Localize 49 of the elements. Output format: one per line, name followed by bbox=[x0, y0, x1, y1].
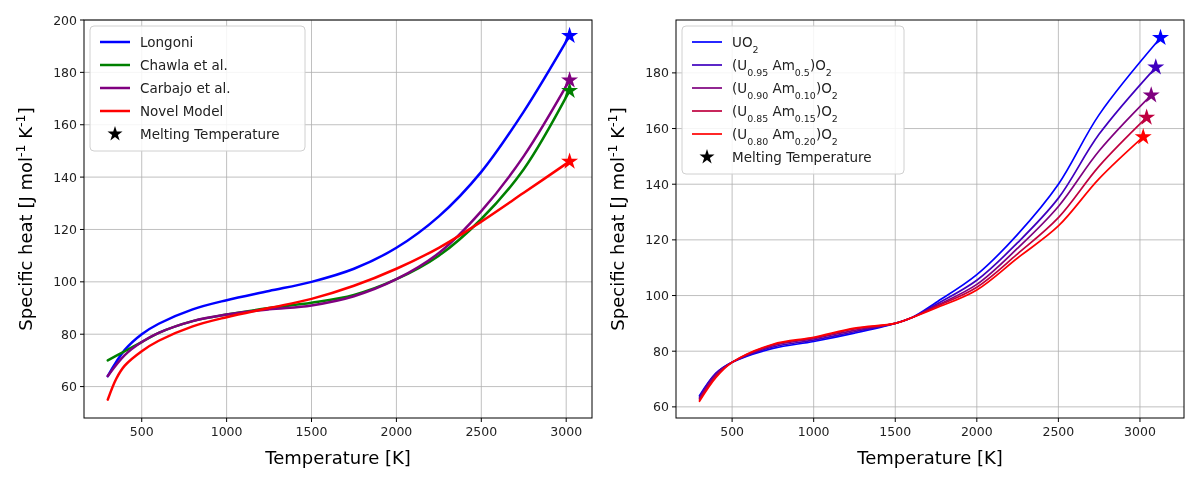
point bbox=[561, 71, 579, 88]
point bbox=[1138, 108, 1156, 125]
y-tick-label: 100 bbox=[645, 288, 670, 304]
point bbox=[561, 81, 579, 98]
legend-label: (U$_{0.85}$ Am$_{0.15}$)O$_{2}$ bbox=[732, 103, 838, 124]
x-tick-label: 500 bbox=[720, 424, 745, 439]
x-tick-label: 2500 bbox=[465, 424, 498, 439]
y-tick-label: 60 bbox=[653, 399, 670, 415]
x-tick-label: 1500 bbox=[295, 424, 328, 439]
annotation: Melting Temperature bbox=[140, 126, 280, 142]
point bbox=[561, 152, 579, 169]
annotation: Melting Temperature bbox=[732, 149, 872, 165]
y-tick-label: 160 bbox=[53, 117, 78, 133]
point bbox=[1147, 58, 1165, 75]
y-tick-label: 60 bbox=[61, 379, 78, 395]
y-tick-label: 180 bbox=[645, 65, 670, 81]
x-axis-title: Temperature [K] bbox=[264, 447, 411, 468]
legend-label: Novel Model bbox=[140, 103, 224, 119]
x-axis-title: Temperature [K] bbox=[856, 447, 1003, 468]
x-tick-label: 1000 bbox=[210, 424, 243, 439]
y-tick-label: 80 bbox=[653, 343, 670, 359]
legend-label: Longoni bbox=[140, 34, 194, 50]
x-tick-label: 500 bbox=[129, 424, 154, 439]
y-tick-label: 80 bbox=[61, 326, 78, 342]
x-tick-label: 3000 bbox=[1124, 424, 1156, 439]
x-tick-label: 2500 bbox=[1042, 424, 1075, 439]
x-tick-label: 1000 bbox=[797, 424, 830, 439]
point bbox=[1142, 86, 1160, 103]
legend-label: Carbajo et al. bbox=[140, 80, 231, 96]
legend-label: (U$_{0.90}$ Am$_{0.10}$)O$_{2}$ bbox=[732, 80, 838, 101]
legend-label: UO$_{2}$ bbox=[732, 34, 759, 55]
y-tick-label: 160 bbox=[645, 121, 670, 137]
y-tick-label: 120 bbox=[53, 221, 78, 237]
x-tick-label: 2000 bbox=[380, 424, 413, 439]
legend-label: Chawla et al. bbox=[140, 57, 228, 73]
y-tick-label: 200 bbox=[53, 12, 78, 28]
point bbox=[1134, 127, 1152, 145]
point bbox=[1151, 28, 1170, 46]
y-tick-label: 120 bbox=[645, 232, 670, 248]
point bbox=[561, 26, 579, 43]
x-tick-label: 2000 bbox=[960, 424, 993, 439]
y-tick-label: 140 bbox=[53, 169, 78, 185]
legend-label: (U$_{0.80}$ Am$_{0.20}$)O$_{2}$ bbox=[732, 126, 838, 147]
legend-label: (U$_{0.95}$ Am$_{0.5}$)O$_{2}$ bbox=[732, 57, 832, 78]
y-tick-label: 140 bbox=[645, 176, 670, 192]
x-tick-label: 3000 bbox=[550, 424, 583, 439]
x-tick-label: 1500 bbox=[879, 424, 912, 439]
y-tick-label: 100 bbox=[53, 274, 78, 290]
y-tick-label: 180 bbox=[53, 64, 78, 80]
